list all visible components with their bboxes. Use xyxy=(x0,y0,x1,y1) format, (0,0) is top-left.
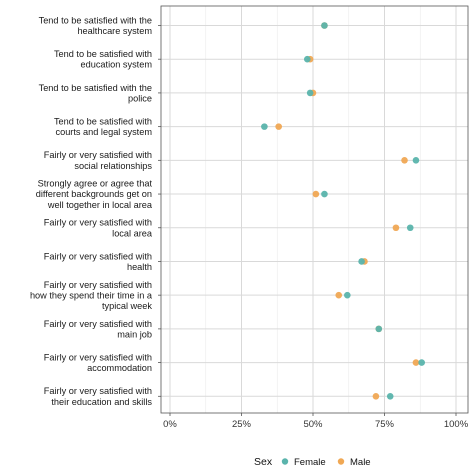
data-point-male[interactable] xyxy=(412,359,420,366)
category-label: Fairly or very satisfied with local area xyxy=(44,218,153,239)
data-point-female[interactable] xyxy=(306,89,314,97)
data-point-female[interactable] xyxy=(418,359,425,366)
data-point-female[interactable] xyxy=(358,258,365,265)
legend-label-female: Female xyxy=(294,457,326,468)
data-point-female[interactable] xyxy=(412,157,420,164)
category-labels: Tend to be satisfied with the healthcare … xyxy=(30,15,161,407)
category-label: Fairly or very satisfied with their educa… xyxy=(44,386,153,407)
category-label: Fairly or very satisfied with social rela… xyxy=(44,150,153,171)
data-points xyxy=(261,22,425,400)
legend-title: Sex xyxy=(254,456,273,468)
data-point-male[interactable] xyxy=(401,157,408,164)
data-point-male[interactable] xyxy=(312,190,320,198)
x-tick-label: 25% xyxy=(232,419,252,430)
category-label: Fairly or very satisfied with main job xyxy=(44,319,152,340)
data-point-female[interactable] xyxy=(321,22,328,29)
data-point-female[interactable] xyxy=(375,325,383,333)
category-label: Fairly or very satisfied with accommodati… xyxy=(44,352,152,373)
category-label: Tend to be satisfied with the police xyxy=(39,83,152,104)
data-point-female[interactable] xyxy=(386,393,394,400)
data-point-male[interactable] xyxy=(275,123,282,130)
category-label: Fairly or very satisfied with how they sp… xyxy=(30,280,153,311)
category-label: Strongly agree or agree that different ba… xyxy=(36,179,153,210)
legend-swatch-female xyxy=(281,458,289,465)
data-point-female[interactable] xyxy=(406,224,414,232)
legend-swatch-male xyxy=(337,458,345,465)
data-point-male[interactable] xyxy=(372,393,380,400)
x-tick-label: 0% xyxy=(163,419,177,430)
data-point-female[interactable] xyxy=(261,123,268,130)
panel-border xyxy=(160,5,469,414)
category-label: Tend to be satisfied with the healthcare … xyxy=(39,15,153,36)
grid xyxy=(161,6,468,413)
category-label: Tend to be satisfied with education syste… xyxy=(54,49,152,70)
x-tick-label: 75% xyxy=(375,419,395,430)
data-point-male[interactable] xyxy=(392,224,400,232)
x-tick-label: 50% xyxy=(303,419,323,430)
category-label: Tend to be satisfied with courts and lega… xyxy=(54,117,152,138)
legend-label-male: Male xyxy=(350,457,371,468)
x-axis-ticks: 0% 25% 50% 75% 100% xyxy=(163,413,469,430)
category-label: Fairly or very satisfied with health xyxy=(44,251,152,272)
data-point-female[interactable] xyxy=(321,190,328,198)
legend[interactable]: Sex Female Male xyxy=(254,456,371,468)
plot-frame xyxy=(160,5,469,414)
data-point-male[interactable] xyxy=(335,291,343,299)
x-tick-label: 100% xyxy=(444,419,469,430)
data-point-female[interactable] xyxy=(303,55,311,63)
data-point-female[interactable] xyxy=(344,291,351,299)
